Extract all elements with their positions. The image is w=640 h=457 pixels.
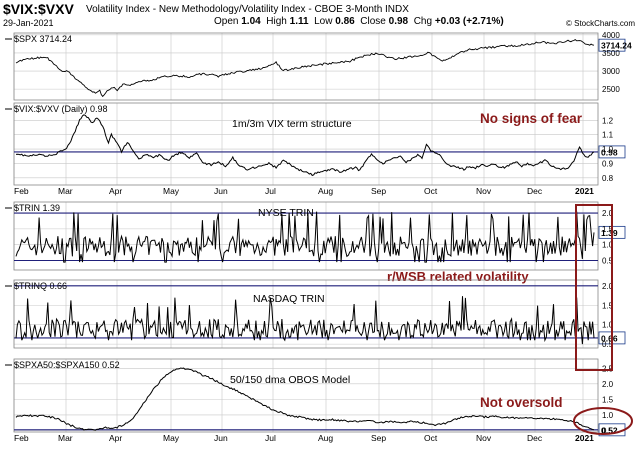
red-annotation: Not oversold <box>480 395 563 410</box>
panel-annotation: NASDAQ TRIN <box>253 293 325 305</box>
close-value: 0.98 <box>388 16 409 27</box>
panel-3 <box>5 201 626 271</box>
panel-frame <box>13 32 599 101</box>
close-label: Close <box>360 16 386 27</box>
series-line <box>15 211 595 263</box>
x-axis-label-bottom: Sep <box>371 433 386 443</box>
y-tick-label: 0.5 <box>602 426 614 435</box>
x-axis-label-bottom: May <box>163 433 180 443</box>
series-label: $TRINQ 0.66 <box>14 281 67 291</box>
red-annotation: r/WSB related volatility <box>387 269 529 284</box>
low-label: Low <box>314 16 333 27</box>
x-axis-label-mid: 2021 <box>575 186 594 196</box>
last-value-label: 0.52 <box>601 425 618 435</box>
y-tick-label: 1.5 <box>602 225 614 234</box>
red-annotation: No signs of fear <box>480 111 583 126</box>
high-label: High <box>266 16 287 27</box>
panel-frame <box>13 358 599 433</box>
panel-annotation: 1m/3m VIX term structure <box>232 118 352 130</box>
open-value: 1.04 <box>241 16 261 27</box>
panel-annotation: 50/150 dma OBOS Model <box>230 374 350 386</box>
x-axis-label-mid: Oct <box>424 186 438 196</box>
panel-frame <box>13 201 599 271</box>
x-axis-label-mid: Sep <box>371 186 386 196</box>
series-label: $VIX:$VXV (Daily) 0.98 <box>14 104 108 114</box>
y-tick-label: 0.8 <box>602 174 614 183</box>
panel-frame <box>13 102 599 186</box>
x-axis-label-mid: May <box>163 186 180 196</box>
panel-2 <box>5 102 626 186</box>
series-line <box>15 367 595 431</box>
x-axis-label-mid: Jul <box>265 186 276 196</box>
panel-frame <box>13 279 599 349</box>
last-value-box <box>598 145 626 159</box>
x-axis-label-bottom: Feb <box>14 433 29 443</box>
series-line <box>15 114 595 177</box>
symbol-description: Volatility Index - New Methodology/Volat… <box>86 4 409 15</box>
y-tick-label: 1.2 <box>602 116 614 125</box>
y-tick-label: 1.0 <box>602 241 614 250</box>
y-tick-label: 1.5 <box>602 301 614 310</box>
highlight-box <box>575 204 613 371</box>
x-axis-label-mid: Nov <box>476 186 492 196</box>
last-value-label: 0.98 <box>601 147 618 157</box>
x-axis-label-bottom: Dec <box>527 433 543 443</box>
last-value-box <box>598 38 626 52</box>
chg-label: Chg <box>413 16 433 27</box>
y-tick-label: 2.0 <box>602 209 614 218</box>
ohlc-readout: Open 1.04 High 1.11 Low 0.86 Close 0.98 … <box>214 16 504 27</box>
x-axis-label-bottom: Jul <box>265 433 276 443</box>
x-axis-label-mid: Mar <box>58 186 73 196</box>
y-tick-label: 0.5 <box>602 257 614 266</box>
x-axis-label-bottom: Mar <box>58 433 73 443</box>
panel-4 <box>5 279 626 349</box>
last-value-label: 3714.24 <box>601 41 632 51</box>
y-tick-label: 2.0 <box>602 380 614 389</box>
x-axis-label-bottom: Oct <box>424 433 438 443</box>
x-axis-label-mid: Feb <box>14 186 29 196</box>
chart-header: $VIX:$VXV Volatility Index - New Methodo… <box>0 0 640 33</box>
high-value: 1.11 <box>289 16 309 27</box>
panel-annotation: NYSE TRIN <box>258 207 314 219</box>
series-label: $TRIN 1.39 <box>14 203 60 213</box>
y-tick-label: 1.1 <box>602 131 614 140</box>
y-tick-label: 2.0 <box>602 282 614 291</box>
panel-5 <box>5 358 626 437</box>
low-value: 0.86 <box>335 16 355 27</box>
symbol-title: $VIX:$VXV <box>3 1 74 17</box>
open-label: Open <box>214 16 239 27</box>
y-tick-label: 1.0 <box>602 411 614 420</box>
x-axis-label-bottom: Nov <box>476 433 492 443</box>
x-axis-label-bottom: Jun <box>214 433 228 443</box>
y-tick-label: 2500 <box>602 85 620 94</box>
y-tick-label: 4000 <box>602 31 620 40</box>
y-tick-label: 2.5 <box>602 364 614 373</box>
series-label: $SPX 3714.24 <box>14 34 72 44</box>
chart-date: 29-Jan-2021 <box>3 18 54 28</box>
panel-1 <box>5 32 626 101</box>
x-axis-label-bottom: Aug <box>318 433 333 443</box>
last-value-label: 0.66 <box>601 333 618 343</box>
series-label: $SPXA50:$SPXA150 0.52 <box>14 360 120 370</box>
y-tick-label: 0.9 <box>602 159 614 168</box>
x-axis-label-mid: Aug <box>318 186 333 196</box>
chg-value: +0.03 (+2.71%) <box>434 16 504 27</box>
y-tick-label: 1.0 <box>602 145 614 154</box>
x-axis-label-bottom: 2021 <box>575 433 594 443</box>
last-value-label: 1.39 <box>601 228 618 238</box>
stockcharts-credit: © StockCharts.com <box>566 19 636 28</box>
y-tick-label: 3500 <box>602 49 620 58</box>
y-tick-label: 3000 <box>602 67 620 76</box>
x-axis-label-mid: Dec <box>527 186 543 196</box>
series-line <box>15 39 595 98</box>
x-axis-label-mid: Apr <box>109 186 122 196</box>
y-tick-label: 1.0 <box>602 321 614 330</box>
highlight-ellipse <box>573 407 633 435</box>
x-axis-label-mid: Jun <box>214 186 228 196</box>
y-tick-label: 1.5 <box>602 395 614 404</box>
y-tick-label: 0.5 <box>602 340 614 349</box>
x-axis-label-bottom: Apr <box>109 433 122 443</box>
series-line <box>15 296 595 345</box>
